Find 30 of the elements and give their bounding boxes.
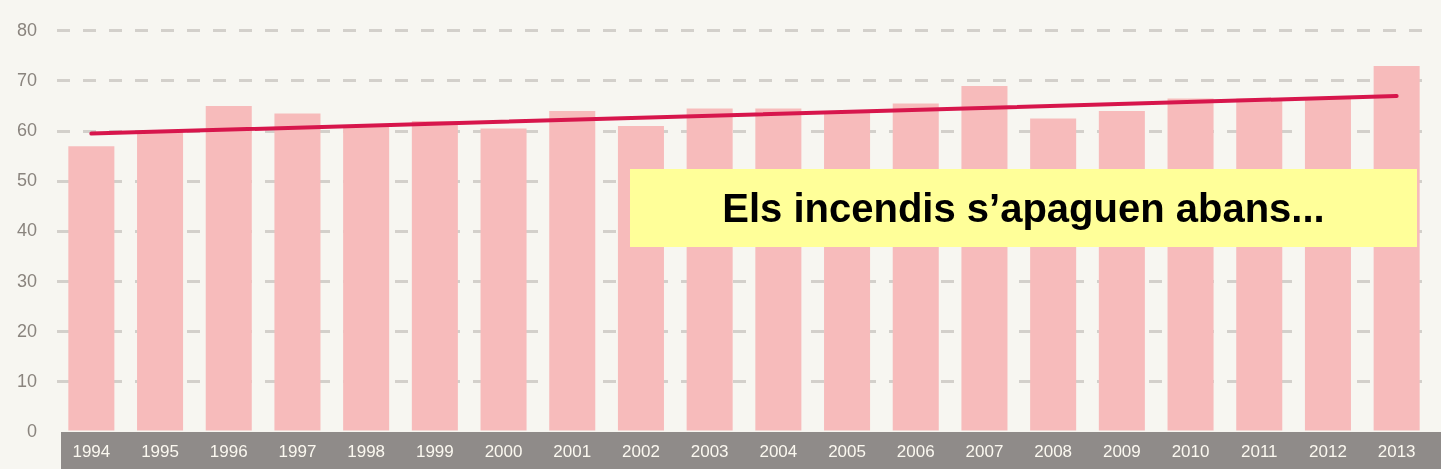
y-tick-label: 30	[16, 270, 37, 291]
x-tick-label: 2008	[1034, 441, 1073, 461]
x-tick-label: 2013	[1377, 441, 1416, 461]
y-tick-label: 50	[16, 170, 37, 191]
annotation: Els incendis s’apaguen abans...	[722, 185, 1325, 231]
x-tick-label: 2007	[965, 441, 1004, 461]
x-tick-label: 1998	[347, 441, 386, 461]
x-tick-label: 1996	[209, 441, 248, 461]
x-tick-label: 2001	[553, 441, 592, 461]
y-tick-label: 10	[16, 370, 37, 391]
y-tick-label: 20	[16, 320, 37, 341]
x-tick-label: 2003	[690, 441, 729, 461]
x-tick-label: 2000	[484, 441, 523, 461]
y-tick-label: 40	[16, 220, 37, 241]
x-tick-label: 2012	[1309, 441, 1347, 461]
x-tick-label: 2002	[622, 441, 660, 461]
x-tick-label: 2010	[1171, 441, 1210, 461]
x-tick-label: 2011	[1240, 441, 1278, 461]
x-tick-label: 1995	[141, 441, 179, 461]
y-tick-label: 60	[16, 120, 37, 141]
x-tick-label: 1994	[72, 441, 111, 461]
y-tick-label: 80	[16, 19, 37, 40]
y-tick-label: 70	[16, 69, 37, 90]
x-tick-label: 2005	[828, 441, 866, 461]
x-tick-label: 2004	[759, 441, 798, 461]
y-tick-label: 0	[26, 420, 37, 441]
x-tick-label: 1997	[278, 441, 317, 461]
x-tick-label: 1999	[415, 441, 454, 461]
x-tick-label: 2009	[1102, 441, 1141, 461]
x-tick-label: 2006	[896, 441, 935, 461]
